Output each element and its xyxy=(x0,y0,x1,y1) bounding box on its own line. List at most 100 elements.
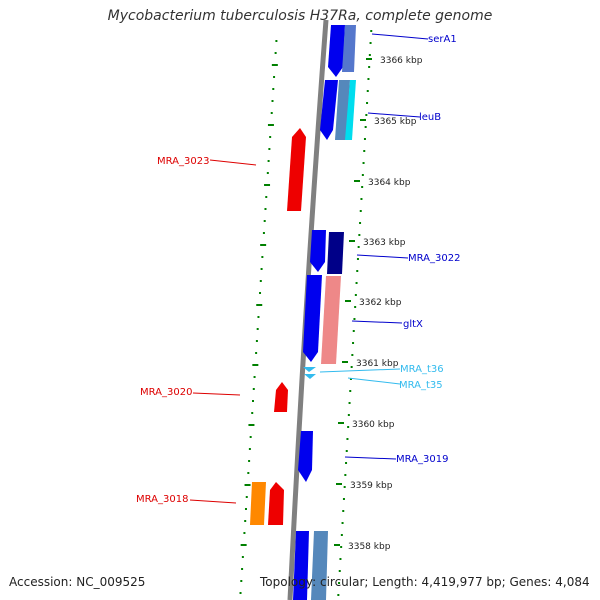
kbp-scale: 3366 kbp 3365 kbp 3364 kbp 3363 kbp 3362 kbp… xyxy=(334,56,423,552)
tick-mark xyxy=(267,124,274,126)
tick-mark xyxy=(342,510,345,512)
label-MRA_3023: MRA_3023 xyxy=(157,156,209,167)
tick-mark xyxy=(255,340,258,342)
tick-mark xyxy=(358,234,361,236)
gene-trna-MRA_t36 xyxy=(303,367,316,372)
label-line-MRA_t35 xyxy=(347,377,401,385)
tick-mark xyxy=(239,592,242,594)
tick-mark xyxy=(241,568,244,570)
tick-mark xyxy=(252,388,255,390)
label-line-MRA_3020 xyxy=(192,392,241,396)
tick-mark xyxy=(340,546,343,548)
kbp-label: 3361 kbp xyxy=(356,359,399,369)
tick-mark xyxy=(240,580,243,582)
tick-mark xyxy=(355,282,358,284)
tick-mark xyxy=(244,508,247,510)
tick-mark xyxy=(362,162,365,164)
kbp-label: 3360 kbp xyxy=(352,420,395,430)
tick-mark xyxy=(252,364,259,366)
tick-mark xyxy=(345,450,348,452)
tick-mark xyxy=(260,268,263,270)
tick-mark xyxy=(369,42,372,44)
label-leuB: leuB xyxy=(419,112,441,123)
tick-mark xyxy=(359,210,362,212)
kbp-tick xyxy=(342,361,348,363)
tick-mark xyxy=(248,424,255,426)
gene-MRA_3022-block xyxy=(310,230,326,272)
tick-mark xyxy=(245,496,248,498)
gene-labels: serA1 leuB MRA_3023 MRA_3022 gltX MRA_t3… xyxy=(136,33,460,505)
tick-mark xyxy=(271,64,278,66)
tick-mark xyxy=(251,412,254,414)
kbp-label: 3366 kbp xyxy=(380,56,423,66)
tick-mark xyxy=(271,100,274,102)
label-MRA_3022: MRA_3022 xyxy=(408,253,460,264)
tick-mark xyxy=(263,220,266,222)
tick-mark xyxy=(244,484,251,486)
gene-trna-MRA_t35 xyxy=(304,374,316,379)
gene-3358-light xyxy=(311,531,328,600)
tick-mark xyxy=(367,78,370,80)
tick-mark xyxy=(363,150,366,152)
tick-mark xyxy=(241,556,244,558)
tick-mark xyxy=(366,90,369,92)
tick-mark xyxy=(337,594,340,596)
reverse-strand-genes xyxy=(250,128,306,525)
tick-mark xyxy=(268,148,271,150)
gene-MRA_3018-block xyxy=(268,482,284,525)
tick-mark xyxy=(347,426,350,428)
tick-mark xyxy=(259,280,262,282)
tick-mark xyxy=(259,292,262,294)
gene-gltX-pink xyxy=(321,276,341,364)
tick-mark xyxy=(261,256,264,258)
tick-mark xyxy=(359,222,362,224)
kbp-tick xyxy=(345,300,351,302)
tick-mark xyxy=(346,438,349,440)
tick-mark xyxy=(356,270,359,272)
tick-mark xyxy=(240,544,247,546)
gene-seraA1-light xyxy=(342,25,356,72)
tick-mark xyxy=(252,400,254,402)
tick-mark xyxy=(274,52,277,54)
tick-mark xyxy=(243,532,246,534)
tick-mark xyxy=(270,112,273,114)
gene-MRA_3019-block xyxy=(298,431,313,482)
tick-mark xyxy=(341,522,344,524)
label-MRA_t36: MRA_t36 xyxy=(400,364,444,375)
tick-mark xyxy=(356,258,359,260)
accession-text: Accession: NC_009525 xyxy=(9,575,146,589)
label-MRA_3018: MRA_3018 xyxy=(136,494,188,505)
map-title: Mycobacterium tuberculosis H37Ra, comple… xyxy=(107,8,493,24)
label-MRA_t35: MRA_t35 xyxy=(399,380,443,391)
kbp-label: 3363 kbp xyxy=(363,238,406,248)
tick-mark xyxy=(338,570,341,572)
tick-mark xyxy=(257,316,260,318)
tick-mark xyxy=(348,402,351,404)
tick-mark xyxy=(255,352,258,354)
tick-mark xyxy=(260,244,267,246)
tick-mark xyxy=(262,232,265,234)
tick-mark xyxy=(256,304,263,306)
tick-mark xyxy=(350,366,353,368)
tick-mark xyxy=(264,208,267,210)
kbp-label: 3362 kbp xyxy=(359,298,402,308)
tick-mark xyxy=(267,160,270,162)
tick-mark xyxy=(352,330,355,332)
tick-mark xyxy=(351,354,354,356)
tick-mark xyxy=(343,486,346,488)
label-serA1: serA1 xyxy=(428,34,457,45)
label-line-MRA_3019 xyxy=(344,456,397,460)
gene-gltX-block xyxy=(303,275,322,362)
tick-mark xyxy=(368,54,371,56)
label-MRA_3020: MRA_3020 xyxy=(140,387,192,398)
kbp-tick xyxy=(349,240,355,242)
tick-mark xyxy=(345,462,348,464)
tick-mark xyxy=(342,498,345,500)
genome-stats-text: Topology: circular; Length: 4,419,977 bp… xyxy=(260,575,590,589)
gene-leuB-block xyxy=(320,80,338,140)
tick-mark xyxy=(361,174,364,176)
gene-MRA_3022-dark xyxy=(327,232,344,274)
label-line-gltX xyxy=(351,320,403,324)
tick-mark xyxy=(368,66,371,68)
